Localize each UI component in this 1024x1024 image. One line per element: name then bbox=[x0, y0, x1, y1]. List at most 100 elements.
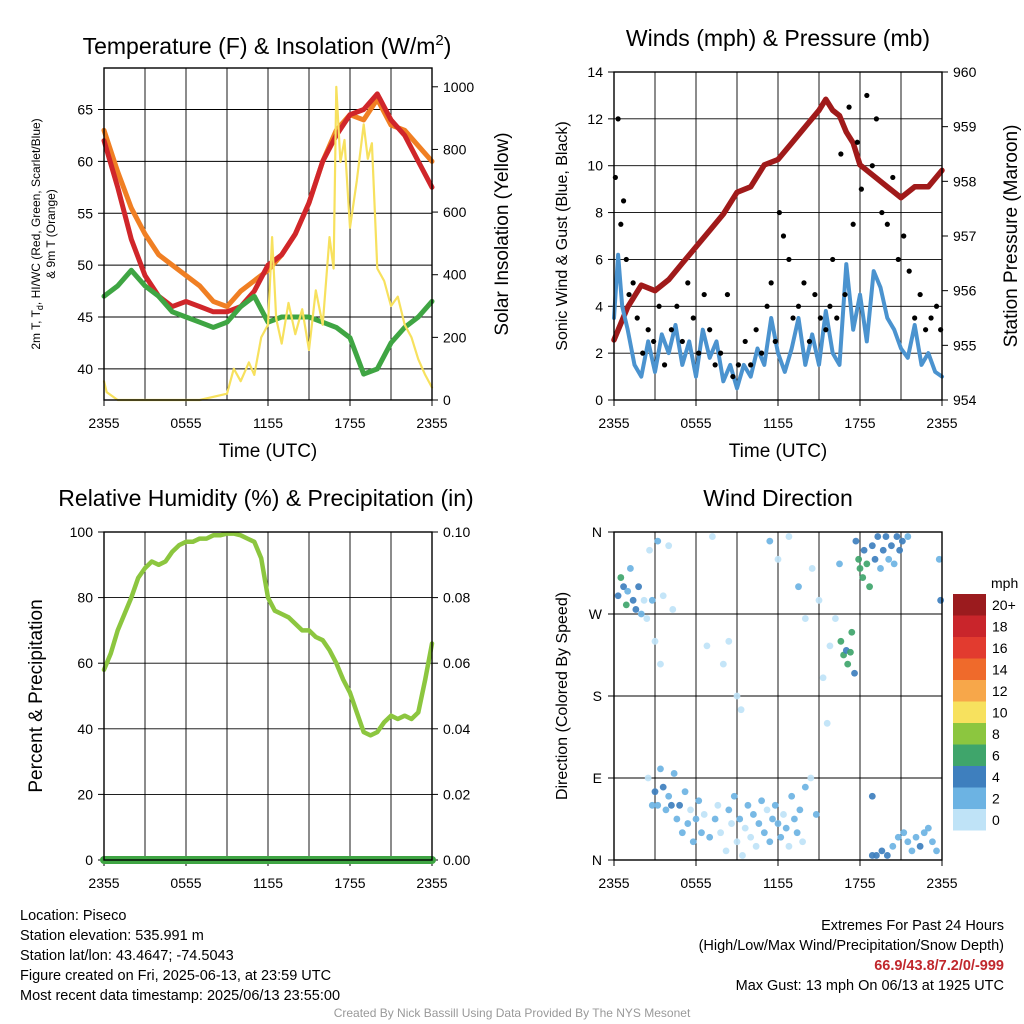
direction-point bbox=[725, 637, 733, 645]
y2-axis-label: Station Pressure (Maroon) bbox=[1001, 125, 1022, 348]
direction-point bbox=[640, 596, 648, 604]
x-tick-label: 1755 bbox=[334, 875, 365, 891]
y2-tick-label: 0.08 bbox=[443, 590, 470, 606]
extremes-heading: Extremes For Past 24 Hours bbox=[821, 918, 1004, 934]
direction-point bbox=[863, 560, 871, 568]
x-tick-label: 2355 bbox=[88, 875, 119, 891]
y-axis-label: Direction (Colored By Speed) bbox=[554, 592, 571, 800]
direction-point bbox=[717, 829, 724, 837]
direction-point bbox=[836, 560, 843, 568]
y-axis-label: Sonic Wind & Gust (Blue, Black) bbox=[554, 121, 571, 350]
direction-point bbox=[935, 555, 943, 563]
gust-point bbox=[718, 350, 724, 356]
gust-point bbox=[801, 280, 807, 286]
gust-point bbox=[780, 233, 787, 239]
direction-point bbox=[855, 555, 863, 563]
direction-point bbox=[766, 537, 774, 545]
direction-point bbox=[904, 533, 912, 540]
legend-swatch bbox=[953, 680, 986, 702]
direction-point bbox=[889, 842, 897, 850]
direction-point bbox=[665, 792, 673, 800]
y2-tick-label: 960 bbox=[953, 64, 977, 80]
gust-point bbox=[651, 338, 657, 345]
y-tick-label: 12 bbox=[587, 111, 603, 127]
x-axis-label: Time (UTC) bbox=[729, 441, 828, 462]
direction-point bbox=[654, 801, 662, 809]
direction-point bbox=[774, 820, 782, 827]
gust-point bbox=[615, 116, 621, 122]
gust-point bbox=[724, 291, 731, 298]
gust-point bbox=[928, 315, 934, 321]
gust-point bbox=[730, 373, 736, 380]
extremes-subheading: (High/Low/Max Wind/Precipitation/Snow De… bbox=[698, 938, 1004, 954]
y-axis-label: 2m T, Td, HI/WC (Red, Green, Scarlet/Blu… bbox=[29, 118, 45, 349]
direction-point bbox=[700, 811, 708, 818]
gust-point bbox=[764, 303, 770, 309]
chart-title: Winds (mph) & Pressure (mb) bbox=[626, 25, 930, 51]
x-tick-label: 1155 bbox=[253, 875, 283, 891]
gust-point bbox=[830, 256, 836, 263]
x-tick-label: 2355 bbox=[416, 875, 447, 891]
y2-tick-label: 955 bbox=[953, 337, 977, 353]
direction-point bbox=[777, 833, 785, 841]
gust-point bbox=[933, 303, 940, 309]
direction-point bbox=[741, 824, 749, 832]
legend-label: 2 bbox=[992, 790, 1000, 806]
direction-point bbox=[920, 829, 928, 837]
y-tick-label: N bbox=[592, 852, 602, 868]
y2-tick-label: 200 bbox=[443, 329, 467, 345]
direction-point bbox=[620, 583, 627, 591]
gust-point bbox=[879, 209, 885, 216]
gust-point bbox=[906, 268, 912, 274]
direction-point bbox=[874, 533, 882, 540]
direction-point bbox=[837, 637, 845, 645]
series-line-solar bbox=[102, 85, 434, 402]
direction-point bbox=[665, 542, 673, 550]
direction-point bbox=[812, 811, 820, 818]
gust-point bbox=[668, 327, 675, 333]
direction-point bbox=[793, 829, 801, 837]
legend-swatch bbox=[953, 594, 986, 616]
y-tick-label: 0 bbox=[85, 852, 93, 868]
legend-swatch bbox=[953, 744, 986, 766]
direction-point bbox=[785, 533, 793, 540]
direction-point bbox=[632, 606, 640, 613]
y-tick-label: E bbox=[593, 770, 602, 786]
series-line-rh bbox=[101, 531, 435, 738]
direction-point bbox=[766, 838, 774, 846]
y-tick-label: 100 bbox=[70, 524, 94, 540]
gust-point bbox=[696, 350, 702, 356]
station-location: Location: Piseco bbox=[20, 908, 127, 924]
extremes-values: 66.9/43.8/7.2/0/-999 bbox=[874, 958, 1004, 974]
y-tick-label: 8 bbox=[595, 205, 603, 221]
direction-point bbox=[769, 815, 776, 823]
y-tick-label: 80 bbox=[77, 590, 93, 606]
gust-point bbox=[923, 327, 929, 333]
gust-point bbox=[858, 186, 864, 192]
direction-point bbox=[924, 824, 932, 832]
x-tick-label: 1755 bbox=[844, 875, 875, 891]
legend-label: 8 bbox=[992, 726, 1000, 742]
direction-point bbox=[898, 537, 906, 545]
direction-point bbox=[799, 838, 806, 846]
y-tick-label: 6 bbox=[595, 251, 603, 267]
gust-point bbox=[917, 291, 923, 298]
y2-tick-label: 800 bbox=[443, 141, 467, 157]
direction-point bbox=[662, 806, 670, 814]
direction-point bbox=[736, 815, 744, 823]
series-line-wind bbox=[612, 252, 944, 391]
legend-label: 4 bbox=[992, 769, 1000, 785]
direction-point bbox=[760, 829, 768, 837]
direction-point bbox=[692, 815, 700, 823]
legend-label: 16 bbox=[992, 640, 1008, 656]
legend-swatch bbox=[953, 615, 986, 637]
direction-point bbox=[896, 546, 904, 554]
credit-line: Created By Nick Bassill Using Data Provi… bbox=[333, 1006, 691, 1020]
legend-swatch bbox=[953, 787, 986, 809]
direction-point bbox=[890, 560, 898, 568]
y-tick-label: 10 bbox=[587, 158, 603, 174]
direction-point bbox=[654, 537, 662, 545]
x-tick-label: 2355 bbox=[416, 415, 447, 431]
gust-point bbox=[873, 116, 880, 122]
direction-point bbox=[644, 774, 652, 782]
